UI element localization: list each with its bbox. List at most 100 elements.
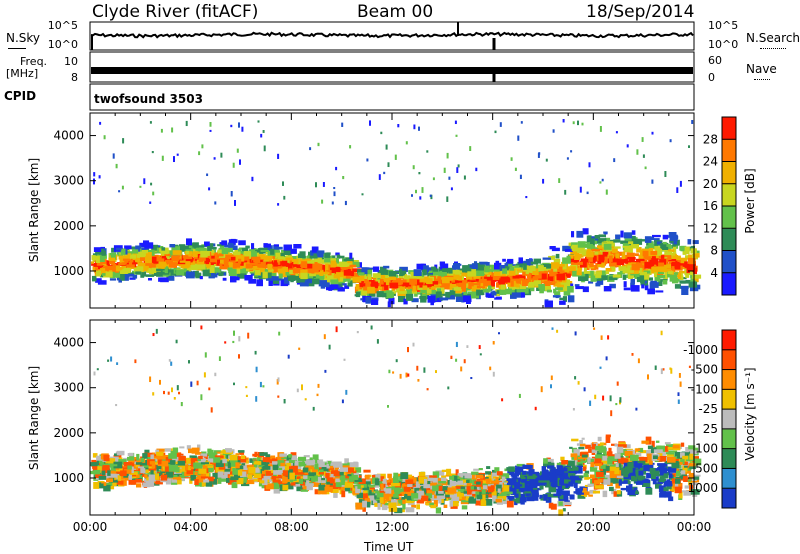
echo-cell	[435, 507, 442, 514]
echo-cell	[608, 276, 618, 281]
echo-cell	[365, 281, 371, 287]
echo-cell	[318, 484, 326, 491]
echo-cell	[667, 249, 675, 252]
echo-cell	[577, 492, 584, 495]
echo-cell	[602, 251, 609, 257]
echo-cell	[286, 455, 293, 463]
echo-cell	[191, 264, 198, 270]
echo-cell	[179, 244, 186, 251]
echo-cell	[361, 478, 366, 484]
echo-cell	[692, 240, 699, 244]
echo-cell	[200, 463, 210, 467]
echo-cell	[451, 495, 460, 502]
echo-cell	[588, 494, 593, 497]
echo-cell	[640, 274, 648, 278]
echo-cell	[686, 266, 690, 274]
echo-cell	[240, 259, 244, 266]
nsky-tick-bottom: 10^0	[48, 38, 78, 51]
echo-cell	[622, 274, 627, 280]
echo-cell	[200, 250, 208, 258]
echo-cell	[161, 155, 164, 161]
echo-cell	[105, 271, 113, 278]
echo-cell	[527, 283, 534, 288]
echo-cell	[684, 485, 693, 489]
echo-cell	[551, 503, 557, 510]
echo-cell	[323, 272, 330, 275]
echo-cell	[185, 120, 188, 127]
echo-cell	[97, 483, 104, 489]
echo-cell	[92, 453, 98, 458]
echo-cell	[533, 258, 541, 264]
echo-cell	[275, 456, 285, 462]
echo-cell	[468, 279, 476, 282]
echo-cell	[578, 446, 585, 450]
echo-cell	[572, 121, 575, 125]
echo-cell	[543, 263, 552, 269]
echo-cell	[234, 262, 241, 268]
echo-cell	[413, 285, 422, 290]
echo-cell	[119, 257, 126, 264]
echo-cell	[576, 475, 584, 479]
echo-cell	[108, 257, 115, 261]
echo-cell	[282, 484, 289, 491]
echo-cell	[577, 246, 583, 253]
echo-cell	[503, 278, 509, 282]
echo-cell	[282, 181, 284, 186]
echo-cell	[687, 239, 692, 245]
echo-cell	[601, 178, 604, 182]
echo-cell	[578, 265, 583, 271]
echo-cell	[361, 267, 368, 275]
echo-cell	[643, 280, 647, 284]
echo-cell	[111, 263, 117, 269]
echo-cell	[471, 473, 478, 480]
echo-cell	[455, 491, 465, 497]
echo-cell	[609, 466, 617, 471]
echo-cell	[122, 138, 125, 144]
echo-cell	[399, 271, 405, 276]
echo-cell	[256, 279, 263, 287]
echo-cell	[232, 245, 238, 250]
echo-cell	[230, 191, 233, 197]
echo-cell	[543, 280, 550, 286]
echo-cell	[465, 495, 471, 501]
echo-cell	[355, 291, 361, 298]
echo-cell	[115, 265, 121, 272]
echo-cell	[551, 262, 559, 269]
echo-cell	[600, 464, 608, 469]
echo-cell	[661, 472, 668, 479]
echo-cell	[289, 270, 295, 275]
echo-cell	[651, 266, 658, 274]
echo-cell	[588, 162, 591, 168]
echo-cell	[691, 120, 694, 124]
echo-cell	[342, 278, 351, 282]
echo-cell	[376, 291, 384, 298]
echo-cell	[508, 466, 515, 472]
echo-cell	[245, 479, 255, 485]
echo-cell	[647, 445, 653, 450]
echo-cell	[581, 122, 584, 126]
echo-cell	[253, 266, 259, 270]
echo-cell	[390, 489, 395, 495]
echo-cell	[172, 447, 179, 453]
echo-cell	[549, 472, 557, 480]
echo-cell	[151, 244, 158, 251]
echo-cell	[458, 275, 462, 281]
echo-cell	[127, 253, 132, 260]
echo-cell	[173, 459, 180, 465]
echo-cell	[583, 466, 587, 472]
echo-cell	[684, 272, 694, 276]
echo-cell	[680, 442, 685, 447]
echo-cell	[426, 289, 432, 294]
echo-cell	[280, 252, 285, 257]
echo-cell	[473, 273, 481, 279]
echo-cell	[594, 278, 603, 281]
echo-cell	[222, 263, 228, 270]
freq-tick-bottom: 8	[71, 71, 78, 84]
echo-cell	[300, 489, 308, 492]
echo-cell	[391, 280, 396, 284]
echo-cell	[492, 276, 500, 280]
echo-cell	[449, 476, 456, 480]
echo-cell	[444, 497, 449, 501]
echo-cell	[499, 122, 502, 127]
echo-cell	[580, 258, 586, 262]
